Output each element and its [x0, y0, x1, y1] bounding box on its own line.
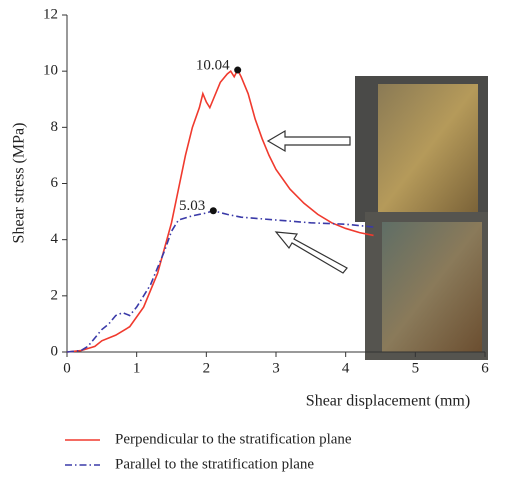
y-axis-label: Shear stress (MPa): [11, 123, 28, 244]
peak-point: [209, 207, 217, 215]
y-tick-label: 0: [51, 343, 59, 359]
photo-bottom: [365, 212, 488, 360]
x-axis-label: Shear displacement (mm): [306, 393, 470, 410]
y-tick-label: 10: [43, 63, 58, 79]
line: [66, 68, 374, 353]
x-tick-label: 2: [203, 360, 211, 376]
annotation: 5.03: [179, 198, 205, 214]
x-tick-label: 1: [133, 360, 141, 376]
y-tick-label: 4: [51, 231, 59, 247]
x-tick-label: 4: [342, 360, 350, 376]
line: [66, 209, 374, 353]
y-tick-label: 12: [43, 6, 58, 22]
x-tick-label: 0: [63, 360, 71, 376]
x-tick-label: 3: [272, 360, 280, 376]
peak-point: [234, 66, 242, 74]
annotation: 10.04: [196, 57, 230, 73]
arrow: [266, 129, 351, 153]
y-tick-label: 6: [51, 175, 59, 191]
legend-label: Perpendicular to the stratification plan…: [115, 431, 352, 447]
legend-label: Parallel to the stratification plane: [115, 456, 314, 472]
y-tick-label: 8: [51, 119, 59, 135]
photo-top: [355, 76, 488, 222]
arrow: [274, 231, 348, 274]
y-tick-label: 2: [51, 287, 59, 303]
x-tick-label: 5: [412, 360, 420, 376]
x-tick-label: 6: [481, 360, 489, 376]
